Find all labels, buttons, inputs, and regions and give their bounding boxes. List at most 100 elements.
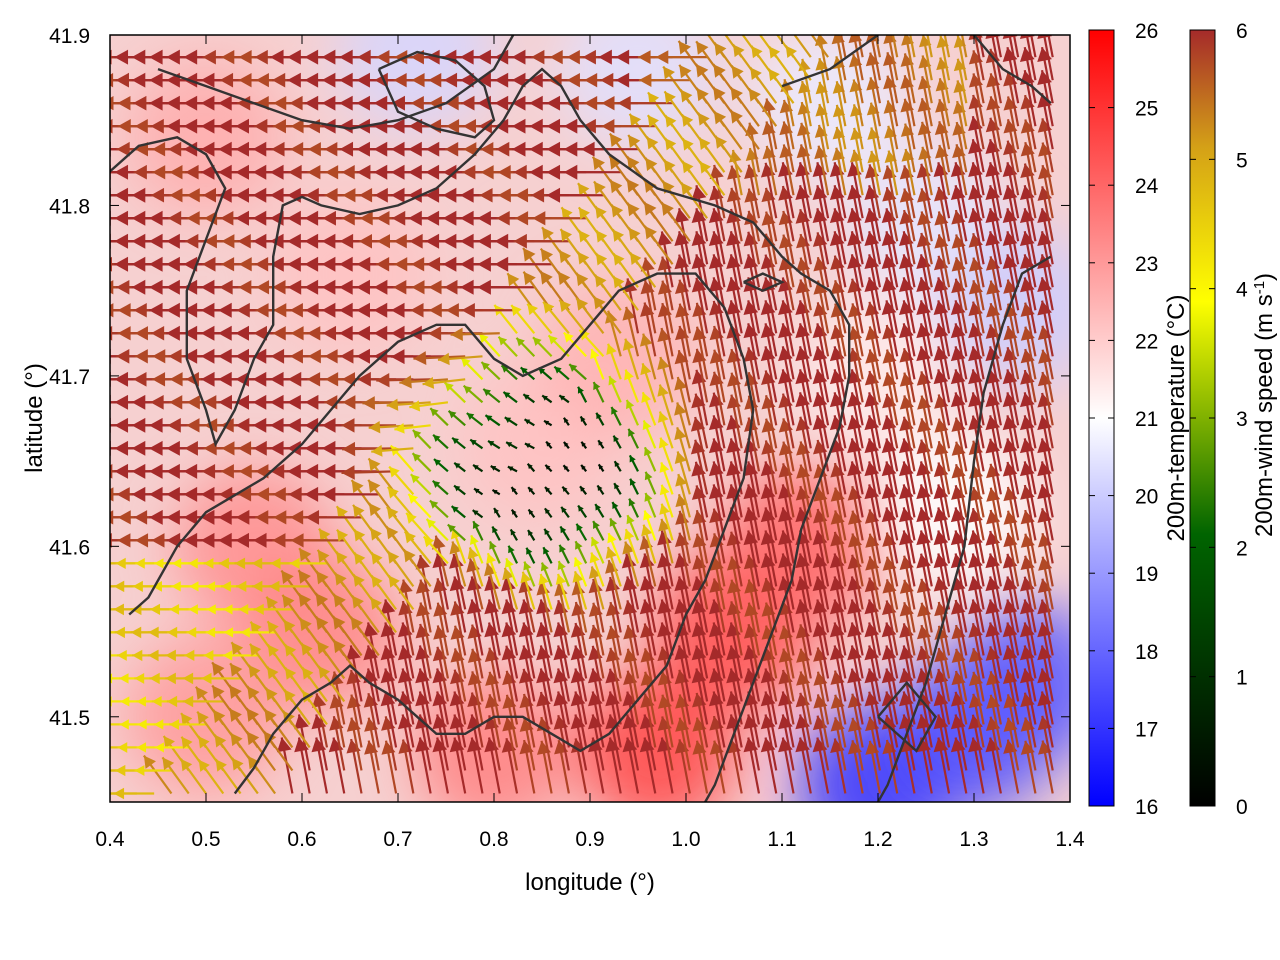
wind-vector-head xyxy=(490,465,497,471)
wind-vector-head xyxy=(341,465,355,480)
wind-vector-head xyxy=(529,72,543,88)
wind-vector-head xyxy=(235,532,249,548)
wind-vector-head xyxy=(218,509,232,525)
wind-vector-head xyxy=(675,474,688,487)
wind-vector-head xyxy=(235,210,249,226)
wind-vector-head xyxy=(380,599,396,615)
wind-vector-head xyxy=(341,372,355,387)
wind-vector xyxy=(504,416,518,427)
wind-vector-head xyxy=(442,256,457,272)
wind-vector xyxy=(713,110,743,150)
wind-vector xyxy=(143,754,173,795)
wind-vector-head xyxy=(251,557,263,570)
wind-vector-head xyxy=(150,187,165,203)
wind-vector xyxy=(674,376,691,426)
wind-vector-head xyxy=(529,164,543,180)
wind-vector-head xyxy=(183,141,198,157)
wind-vector-head xyxy=(511,118,526,134)
wind-vector xyxy=(432,479,449,496)
wind-vector-head xyxy=(674,350,689,365)
wind-vector xyxy=(349,616,380,657)
wind-vector-head xyxy=(527,463,533,470)
wind-vector-head xyxy=(336,506,348,519)
wind-vector-head xyxy=(148,626,159,639)
wind-vector-head xyxy=(425,187,440,203)
wind-vector-head xyxy=(470,535,479,545)
wind-vector-head xyxy=(641,524,653,537)
wind-vector-head xyxy=(548,335,558,345)
wind-vector xyxy=(387,574,415,611)
wind-vector-head xyxy=(269,440,284,456)
wind-vector-head xyxy=(520,367,528,375)
wind-vector-head xyxy=(563,441,569,447)
wind-vector-head xyxy=(626,515,635,525)
wind-vector-head xyxy=(246,731,260,746)
wind-vector-head xyxy=(481,362,490,371)
wind-vector-head xyxy=(110,510,114,525)
wind-vector-head xyxy=(119,673,129,684)
wind-vector-head xyxy=(183,463,198,479)
wind-vector-head xyxy=(166,279,180,295)
wind-vector-head xyxy=(674,376,688,391)
wind-vector-head xyxy=(450,327,463,341)
wind-vector-head xyxy=(639,333,653,347)
wind-vector-head xyxy=(137,719,147,730)
wind-vector-head xyxy=(563,118,578,134)
wind-vector-head xyxy=(131,417,146,433)
wind-vector xyxy=(613,460,622,472)
wind-vector-head xyxy=(785,21,797,34)
wind-vector-head xyxy=(114,417,129,433)
wind-vector-head xyxy=(596,412,602,420)
wind-vector-head xyxy=(607,533,617,544)
wind-vector xyxy=(644,492,657,518)
wind-vector-head xyxy=(131,187,146,203)
wind-vector-head xyxy=(221,50,235,65)
wind-vector-head xyxy=(324,188,338,203)
wind-vector-head xyxy=(131,210,146,226)
wind-vector-head xyxy=(597,485,603,491)
wind-vector xyxy=(857,35,864,58)
wind-vector-head xyxy=(485,415,493,422)
wind-vector-head xyxy=(133,510,148,525)
wind-vector-head xyxy=(229,708,242,723)
wind-vector-head xyxy=(80,349,94,364)
wind-vector-head xyxy=(374,187,388,203)
wind-vector-head xyxy=(494,95,509,111)
wind-vector xyxy=(346,645,363,702)
wind-vector-head xyxy=(679,64,692,79)
wind-vector-head xyxy=(559,299,571,313)
wind-vector xyxy=(572,570,588,610)
wind-vector xyxy=(767,68,795,104)
wind-vector-head xyxy=(563,141,578,157)
wind-vector-head xyxy=(80,395,94,410)
wind-vector xyxy=(466,412,484,427)
wind-vector-head xyxy=(273,510,287,525)
wind-vector-head xyxy=(169,719,180,730)
wind-vector-head xyxy=(559,395,566,401)
wind-vector-head xyxy=(646,136,659,150)
wind-vector-head xyxy=(114,463,129,479)
wind-vector-head xyxy=(166,49,180,65)
wind-vector xyxy=(182,695,224,708)
wind-vector-head xyxy=(609,155,622,170)
wind-vector-head xyxy=(511,141,526,157)
wind-vector-head xyxy=(626,399,635,410)
wind-vector-head xyxy=(149,279,163,295)
wind-vector xyxy=(580,464,588,473)
wind-vector-head xyxy=(186,188,200,203)
wind-vector-head xyxy=(113,787,125,800)
wind-vector-head xyxy=(637,50,651,65)
wind-vector-head xyxy=(674,451,687,464)
wind-vector xyxy=(443,381,466,404)
wind-vector xyxy=(540,562,553,587)
wind-vector-head xyxy=(202,49,216,65)
wind-vector-head xyxy=(290,119,304,134)
wind-vector xyxy=(480,361,501,381)
wind-vector-head xyxy=(255,73,269,88)
wind-vector-head xyxy=(321,417,336,433)
wind-vector-head xyxy=(253,325,267,341)
wind-vector-head xyxy=(523,394,530,400)
wind-vector-head xyxy=(454,462,461,469)
wind-vector-head xyxy=(200,509,215,525)
wind-vector-head xyxy=(270,348,285,364)
